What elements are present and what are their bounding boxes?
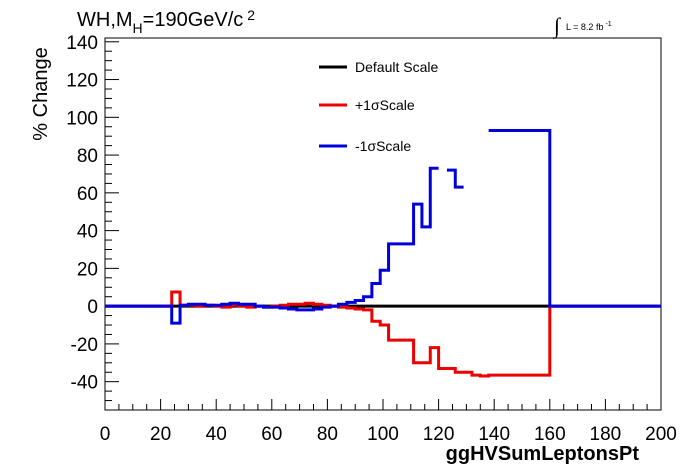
x-tick-label: 60 bbox=[261, 424, 282, 445]
x-tick-label: 20 bbox=[150, 424, 171, 445]
x-tick-label: 100 bbox=[367, 424, 399, 445]
legend-label-default: Default Scale bbox=[355, 59, 438, 75]
x-tick-label: 120 bbox=[423, 424, 455, 445]
x-tick-label: 200 bbox=[645, 424, 677, 445]
y-axis-ticks: -40 -20 0 20 40 60 80 100 120 140 bbox=[66, 33, 119, 411]
y-tick-label: 120 bbox=[66, 71, 98, 92]
y-tick-label: 60 bbox=[77, 184, 98, 205]
series-line-2 bbox=[105, 129, 661, 325]
y-tick-label: -20 bbox=[71, 335, 98, 356]
plot-frame bbox=[104, 37, 662, 411]
chart-title: WH,MH=190GeV/c 2 bbox=[77, 7, 255, 36]
x-tick-label: 0 bbox=[100, 424, 111, 445]
x-axis-title: ggHVSumLeptonsPt bbox=[446, 443, 640, 465]
luminosity-label: L = 8.2 fb -1 bbox=[566, 21, 612, 32]
y-tick-label: 0 bbox=[87, 297, 98, 318]
x-tick-label: 80 bbox=[317, 424, 338, 445]
x-tick-label: 140 bbox=[478, 424, 510, 445]
y-tick-label: 40 bbox=[77, 222, 98, 243]
y-tick-label: 100 bbox=[66, 108, 98, 129]
y-axis-title: % Change bbox=[30, 47, 52, 140]
y-tick-label: 20 bbox=[77, 259, 98, 280]
legend: Default Scale +1σScale -1σScale bbox=[319, 59, 438, 154]
legend-label-plus-sigma: +1σScale bbox=[355, 97, 415, 113]
x-tick-label: 40 bbox=[206, 424, 227, 445]
integral-symbol: ∫ bbox=[552, 13, 562, 39]
y-tick-label: 140 bbox=[66, 33, 98, 54]
legend-label-minus-sigma: -1σScale bbox=[355, 138, 411, 154]
x-tick-label: 160 bbox=[534, 424, 566, 445]
series-layer bbox=[105, 129, 661, 378]
y-tick-label: -40 bbox=[71, 373, 98, 394]
y-tick-label: 80 bbox=[77, 146, 98, 167]
x-axis-ticks: 0 20 40 60 80 100 120 140 160 180 200 bbox=[100, 399, 677, 445]
x-tick-label: 180 bbox=[590, 424, 622, 445]
